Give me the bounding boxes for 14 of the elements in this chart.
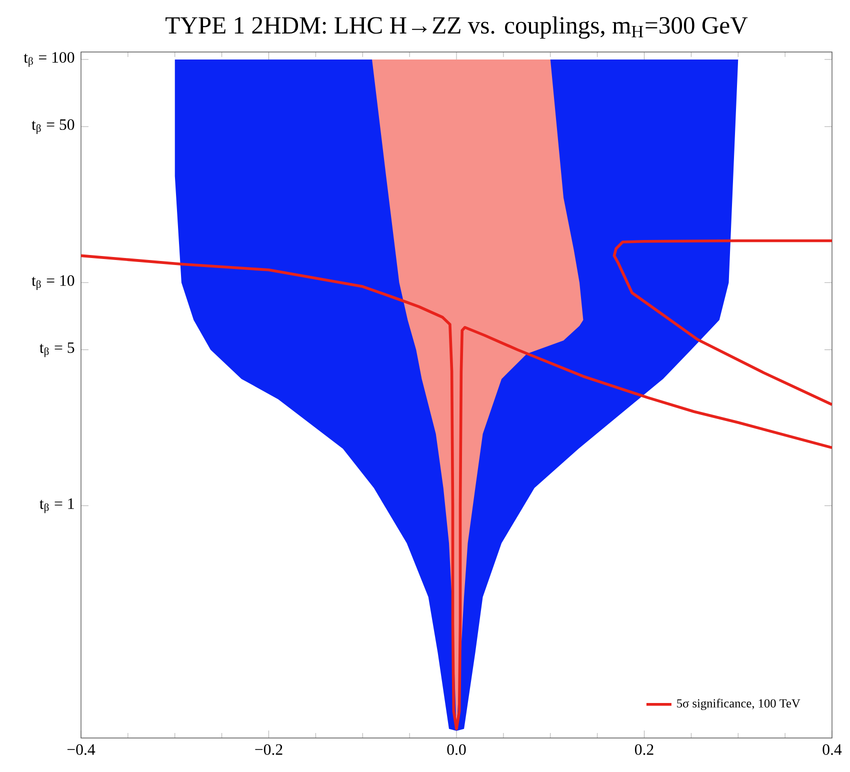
y-tick-label: t$_{β}$ = 1 bbox=[40, 498, 74, 514]
x-tick-label: 0.2 bbox=[634, 744, 654, 755]
x-tick-label: −0.4 bbox=[67, 744, 96, 755]
y-tick-label: t$_{β}$ = 10 bbox=[32, 275, 74, 290]
line-series bbox=[81, 254, 832, 730]
x-tick-label: 0.4 bbox=[822, 744, 842, 755]
line-series bbox=[612, 239, 832, 406]
legend-label: 5σ significance, 100 TeV bbox=[677, 698, 800, 710]
x-tick-label: 0.0 bbox=[447, 744, 466, 755]
y-tick-label: t$_{β}$ = 5 bbox=[40, 342, 74, 358]
y-tick-label: t$_{β}$ = 100 bbox=[24, 52, 74, 67]
x-tick-label: −0.2 bbox=[255, 744, 282, 755]
chart-title: TYPE 1 2HDM: LHC H→ZZ vs. couplings, m$_{H}$=300 GeV bbox=[166, 16, 748, 39]
y-tick-label: t$_{β}$ = 50 bbox=[32, 119, 74, 134]
